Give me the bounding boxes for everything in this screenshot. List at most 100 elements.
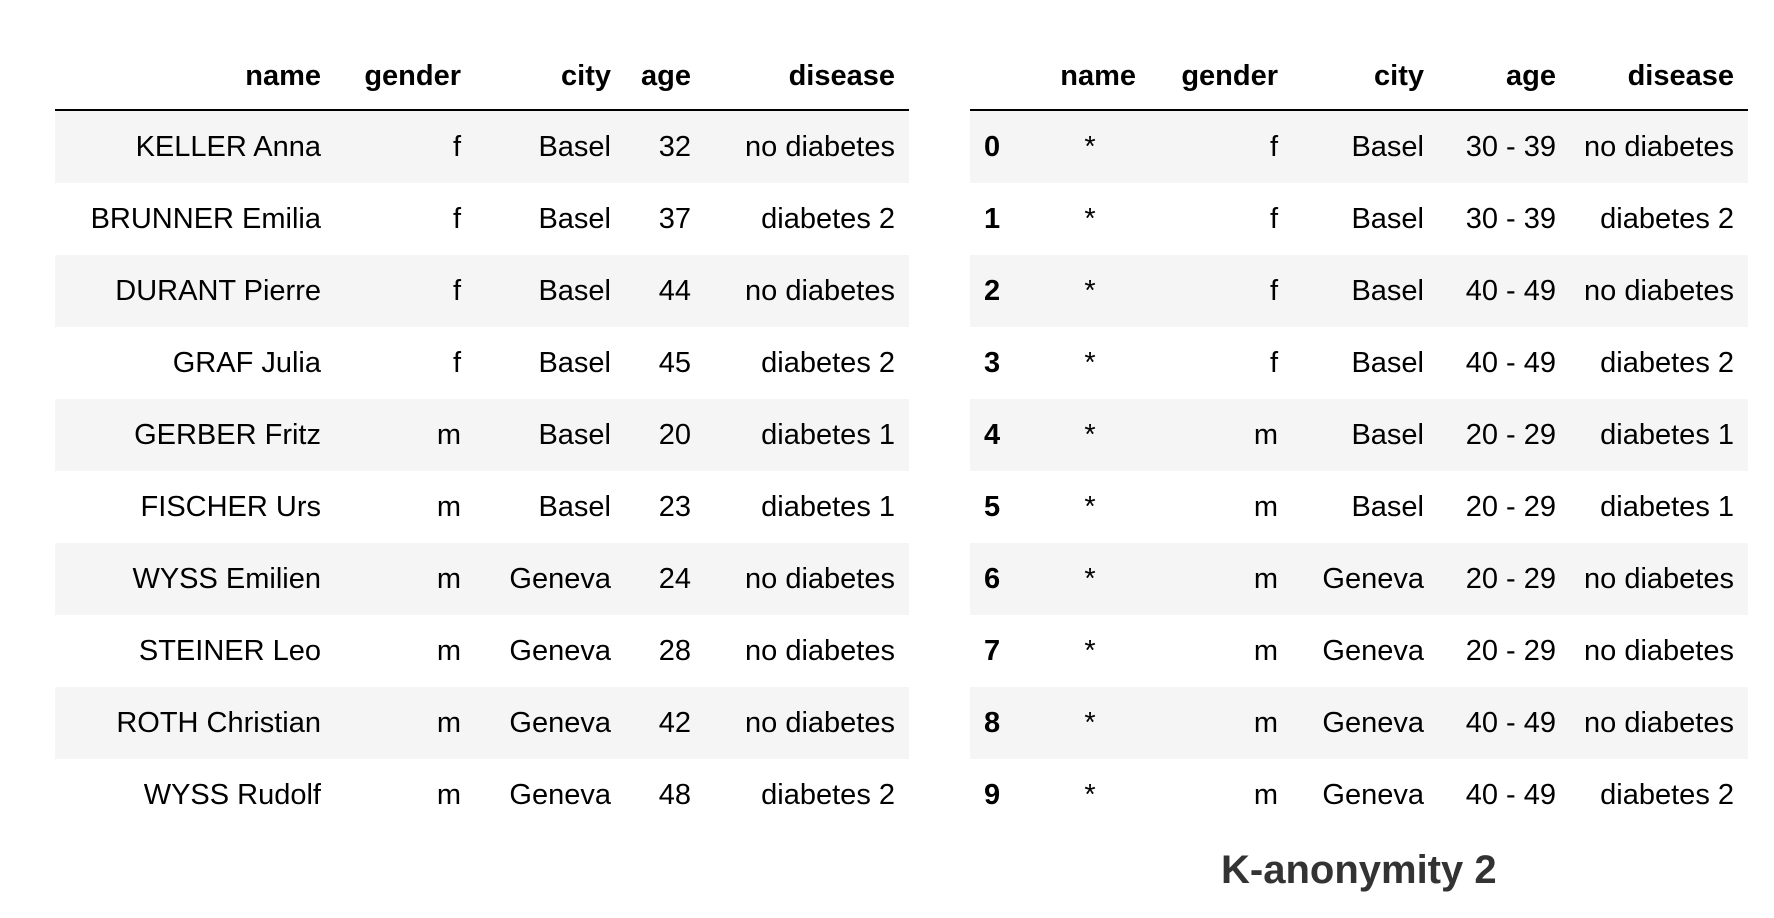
cell-age: 40 - 49: [1438, 255, 1570, 327]
cell-name: *: [1030, 183, 1150, 255]
cell-city: Basel: [1292, 110, 1438, 183]
cell-age: 20 - 29: [1438, 543, 1570, 615]
cell-name: *: [1030, 543, 1150, 615]
cell-disease: diabetes 2: [705, 327, 909, 399]
table-row: 1 * f Basel 30 - 39 diabetes 2: [970, 183, 1748, 255]
cell-city: Geneva: [475, 759, 625, 831]
table-row: BRUNNER Emilia f Basel 37 diabetes 2: [55, 183, 909, 255]
table-row: STEINER Leo m Geneva 28 no diabetes: [55, 615, 909, 687]
cell-disease: diabetes 1: [1570, 471, 1748, 543]
cell-disease: no diabetes: [705, 543, 909, 615]
cell-disease: diabetes 2: [705, 759, 909, 831]
cell-age: 37: [625, 183, 705, 255]
cell-gender: f: [1150, 183, 1292, 255]
cell-disease: no diabetes: [705, 255, 909, 327]
cell-age: 48: [625, 759, 705, 831]
cell-disease: diabetes 2: [1570, 327, 1748, 399]
cell-index: 8: [970, 687, 1030, 759]
table-row: 5 * m Basel 20 - 29 diabetes 1: [970, 471, 1748, 543]
cell-gender: m: [335, 687, 475, 759]
cell-name: ROTH Christian: [55, 687, 335, 759]
cell-age: 20 - 29: [1438, 615, 1570, 687]
column-header-city: city: [475, 43, 625, 111]
cell-city: Basel: [1292, 327, 1438, 399]
cell-age: 30 - 39: [1438, 183, 1570, 255]
table-row: 6 * m Geneva 20 - 29 no diabetes: [970, 543, 1748, 615]
cell-city: Basel: [475, 183, 625, 255]
cell-city: Geneva: [1292, 543, 1438, 615]
table-row: 8 * m Geneva 40 - 49 no diabetes: [970, 687, 1748, 759]
cell-name: WYSS Emilien: [55, 543, 335, 615]
cell-city: Geneva: [475, 687, 625, 759]
table-row: WYSS Emilien m Geneva 24 no diabetes: [55, 543, 909, 615]
table-row: FISCHER Urs m Basel 23 diabetes 1: [55, 471, 909, 543]
cell-name: *: [1030, 255, 1150, 327]
cell-gender: m: [335, 399, 475, 471]
cell-name: GRAF Julia: [55, 327, 335, 399]
cell-disease: diabetes 2: [705, 183, 909, 255]
cell-age: 20: [625, 399, 705, 471]
cell-disease: diabetes 2: [1570, 759, 1748, 831]
cell-name: STEINER Leo: [55, 615, 335, 687]
cell-disease: no diabetes: [1570, 687, 1748, 759]
cell-gender: m: [335, 471, 475, 543]
cell-city: Basel: [1292, 471, 1438, 543]
cell-gender: f: [335, 255, 475, 327]
cell-index: 7: [970, 615, 1030, 687]
table-row: 3 * f Basel 40 - 49 diabetes 2: [970, 327, 1748, 399]
anonymized-data-table: name gender city age disease 0 * f Basel 30 …: [970, 43, 1748, 831]
cell-disease: diabetes 1: [705, 399, 909, 471]
cell-index: 1: [970, 183, 1030, 255]
table-row: GERBER Fritz m Basel 20 diabetes 1: [55, 399, 909, 471]
cell-age: 30 - 39: [1438, 110, 1570, 183]
cell-age: 45: [625, 327, 705, 399]
cell-name: *: [1030, 615, 1150, 687]
cell-gender: f: [1150, 255, 1292, 327]
table-row: KELLER Anna f Basel 32 no diabetes: [55, 110, 909, 183]
cell-disease: no diabetes: [705, 687, 909, 759]
table-row: WYSS Rudolf m Geneva 48 diabetes 2: [55, 759, 909, 831]
cell-age: 40 - 49: [1438, 759, 1570, 831]
cell-gender: f: [1150, 327, 1292, 399]
cell-gender: m: [1150, 399, 1292, 471]
cell-gender: f: [1150, 110, 1292, 183]
cell-age: 32: [625, 110, 705, 183]
cell-name: *: [1030, 759, 1150, 831]
cell-index: 4: [970, 399, 1030, 471]
cell-city: Basel: [1292, 255, 1438, 327]
cell-name: *: [1030, 399, 1150, 471]
cell-index: 0: [970, 110, 1030, 183]
column-header-name: name: [1030, 43, 1150, 111]
table-header-row: name gender city age disease: [970, 43, 1748, 111]
cell-city: Basel: [475, 327, 625, 399]
table-row: 4 * m Basel 20 - 29 diabetes 1: [970, 399, 1748, 471]
anonymized-table-body: 0 * f Basel 30 - 39 no diabetes 1 * f Basel 30 - 3…: [970, 110, 1748, 831]
cell-gender: m: [335, 543, 475, 615]
cell-disease: diabetes 1: [1570, 399, 1748, 471]
cell-gender: m: [1150, 471, 1292, 543]
cell-name: *: [1030, 687, 1150, 759]
cell-disease: no diabetes: [705, 110, 909, 183]
cell-gender: m: [1150, 687, 1292, 759]
cell-city: Basel: [1292, 183, 1438, 255]
cell-city: Basel: [475, 471, 625, 543]
cell-age: 44: [625, 255, 705, 327]
table-header-row: name gender city age disease: [55, 43, 909, 111]
table-row: 7 * m Geneva 20 - 29 no diabetes: [970, 615, 1748, 687]
column-header-gender: gender: [335, 43, 475, 111]
cell-age: 40 - 49: [1438, 327, 1570, 399]
cell-index: 2: [970, 255, 1030, 327]
table-row: 2 * f Basel 40 - 49 no diabetes: [970, 255, 1748, 327]
k-anonymity-caption: K-anonymity 2: [1221, 848, 1497, 892]
cell-disease: no diabetes: [705, 615, 909, 687]
cell-gender: m: [335, 759, 475, 831]
cell-disease: no diabetes: [1570, 615, 1748, 687]
cell-age: 40 - 49: [1438, 687, 1570, 759]
cell-city: Geneva: [475, 615, 625, 687]
column-header-age: age: [1438, 43, 1570, 111]
table-row: ROTH Christian m Geneva 42 no diabetes: [55, 687, 909, 759]
table-row: 0 * f Basel 30 - 39 no diabetes: [970, 110, 1748, 183]
cell-name: *: [1030, 110, 1150, 183]
cell-gender: m: [335, 615, 475, 687]
cell-name: DURANT Pierre: [55, 255, 335, 327]
